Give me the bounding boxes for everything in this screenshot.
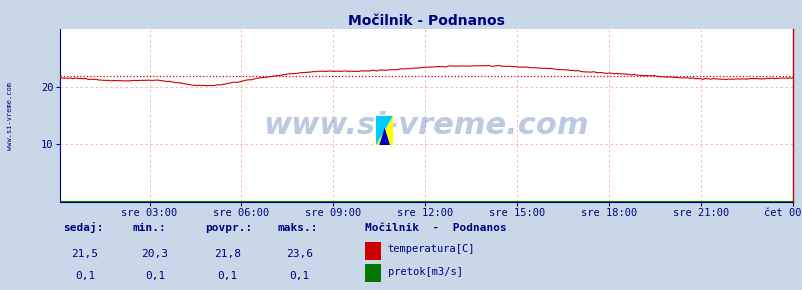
- Text: povpr.:: povpr.:: [205, 222, 252, 233]
- Text: maks.:: maks.:: [277, 222, 317, 233]
- Text: Močilnik  -  Podnanos: Močilnik - Podnanos: [365, 222, 507, 233]
- Text: 21,5: 21,5: [71, 249, 99, 259]
- Text: min.:: min.:: [132, 222, 166, 233]
- Polygon shape: [379, 128, 390, 145]
- Text: 0,1: 0,1: [75, 271, 95, 281]
- Text: sedaj:: sedaj:: [63, 222, 103, 233]
- Text: pretok[m3/s]: pretok[m3/s]: [387, 267, 462, 277]
- Text: 0,1: 0,1: [289, 271, 310, 281]
- Text: 21,8: 21,8: [213, 249, 241, 259]
- Text: 23,6: 23,6: [286, 249, 313, 259]
- Polygon shape: [375, 116, 393, 145]
- Text: www.si-vreme.com: www.si-vreme.com: [6, 82, 13, 150]
- Title: Močilnik - Podnanos: Močilnik - Podnanos: [347, 14, 504, 28]
- Polygon shape: [375, 116, 393, 145]
- Text: 0,1: 0,1: [144, 271, 165, 281]
- Text: 20,3: 20,3: [141, 249, 168, 259]
- Text: 0,1: 0,1: [217, 271, 237, 281]
- Text: www.si-vreme.com: www.si-vreme.com: [263, 111, 589, 140]
- Text: temperatura[C]: temperatura[C]: [387, 244, 475, 254]
